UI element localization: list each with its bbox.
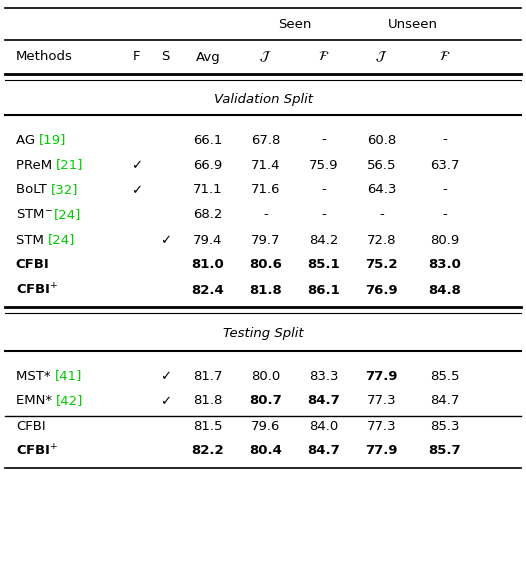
Text: -: - xyxy=(379,208,384,221)
Text: 60.8: 60.8 xyxy=(367,134,396,147)
Text: 85.7: 85.7 xyxy=(428,444,461,457)
Text: 84.7: 84.7 xyxy=(430,395,459,408)
Text: 84.2: 84.2 xyxy=(309,234,338,247)
Text: AG: AG xyxy=(16,134,39,147)
Text: 71.4: 71.4 xyxy=(251,158,280,171)
Text: 75.2: 75.2 xyxy=(365,259,398,272)
Text: EMN*: EMN* xyxy=(16,395,56,408)
Text: 81.0: 81.0 xyxy=(191,259,224,272)
Text: 75.9: 75.9 xyxy=(309,158,338,171)
Text: -: - xyxy=(442,208,447,221)
Text: 77.3: 77.3 xyxy=(367,419,396,432)
Text: 66.1: 66.1 xyxy=(193,134,222,147)
Text: $\checkmark$: $\checkmark$ xyxy=(160,395,171,408)
Text: STM$^{-}$: STM$^{-}$ xyxy=(16,208,54,221)
Text: 81.5: 81.5 xyxy=(193,419,222,432)
Text: [32]: [32] xyxy=(51,183,78,196)
Text: F: F xyxy=(133,50,140,63)
Text: Seen: Seen xyxy=(278,19,311,32)
Text: 80.4: 80.4 xyxy=(249,444,282,457)
Text: $\mathcal{J}$: $\mathcal{J}$ xyxy=(375,50,388,64)
Text: $\mathcal{F}$: $\mathcal{F}$ xyxy=(439,50,450,63)
Text: 79.6: 79.6 xyxy=(251,419,280,432)
Text: 80.7: 80.7 xyxy=(249,395,282,408)
Text: Unseen: Unseen xyxy=(388,19,438,32)
Text: Testing Split: Testing Split xyxy=(222,327,304,340)
Text: [24]: [24] xyxy=(54,208,82,221)
Text: CFBI$^{+}$: CFBI$^{+}$ xyxy=(16,443,58,458)
Text: 83.3: 83.3 xyxy=(309,370,338,383)
Text: MST*: MST* xyxy=(16,370,55,383)
Text: -: - xyxy=(321,134,326,147)
Text: 84.8: 84.8 xyxy=(428,284,461,297)
Text: 77.3: 77.3 xyxy=(367,395,396,408)
Text: 79.7: 79.7 xyxy=(251,234,280,247)
Text: -: - xyxy=(442,134,447,147)
Text: $\mathcal{F}$: $\mathcal{F}$ xyxy=(318,50,329,63)
Text: 84.0: 84.0 xyxy=(309,419,338,432)
Text: 84.7: 84.7 xyxy=(307,395,340,408)
Text: 67.8: 67.8 xyxy=(251,134,280,147)
Text: CFBI: CFBI xyxy=(16,419,45,432)
Text: [41]: [41] xyxy=(55,370,82,383)
Text: 80.6: 80.6 xyxy=(249,259,282,272)
Text: 77.9: 77.9 xyxy=(365,370,398,383)
Text: [19]: [19] xyxy=(39,134,66,147)
Text: 81.8: 81.8 xyxy=(249,284,282,297)
Text: $\checkmark$: $\checkmark$ xyxy=(132,158,142,171)
Text: 56.5: 56.5 xyxy=(367,158,396,171)
Text: STM: STM xyxy=(16,234,48,247)
Text: 85.3: 85.3 xyxy=(430,419,459,432)
Text: -: - xyxy=(442,183,447,196)
Text: $\checkmark$: $\checkmark$ xyxy=(160,370,171,383)
Text: Validation Split: Validation Split xyxy=(214,93,312,106)
Text: -: - xyxy=(321,183,326,196)
Text: 79.4: 79.4 xyxy=(193,234,222,247)
Text: 81.8: 81.8 xyxy=(193,395,222,408)
Text: PReM: PReM xyxy=(16,158,56,171)
Text: 86.1: 86.1 xyxy=(307,284,340,297)
Text: 63.7: 63.7 xyxy=(430,158,459,171)
Text: BoLT: BoLT xyxy=(16,183,51,196)
Text: 71.1: 71.1 xyxy=(193,183,222,196)
Text: 85.5: 85.5 xyxy=(430,370,459,383)
Text: $\checkmark$: $\checkmark$ xyxy=(160,234,171,247)
Text: 82.4: 82.4 xyxy=(191,284,224,297)
Text: S: S xyxy=(161,50,170,63)
Text: [24]: [24] xyxy=(48,234,75,247)
Text: 77.9: 77.9 xyxy=(365,444,398,457)
Text: Avg: Avg xyxy=(195,50,220,63)
Text: 82.2: 82.2 xyxy=(191,444,224,457)
Text: $\mathcal{J}$: $\mathcal{J}$ xyxy=(259,50,272,64)
Text: 80.9: 80.9 xyxy=(430,234,459,247)
Text: $\checkmark$: $\checkmark$ xyxy=(132,183,142,196)
Text: 80.0: 80.0 xyxy=(251,370,280,383)
Text: 76.9: 76.9 xyxy=(365,284,398,297)
Text: 84.7: 84.7 xyxy=(307,444,340,457)
Text: CFBI$^{+}$: CFBI$^{+}$ xyxy=(16,282,58,298)
Text: 81.7: 81.7 xyxy=(193,370,222,383)
Text: 64.3: 64.3 xyxy=(367,183,396,196)
Text: Methods: Methods xyxy=(16,50,73,63)
Text: [42]: [42] xyxy=(56,395,84,408)
Text: 72.8: 72.8 xyxy=(367,234,396,247)
Text: 66.9: 66.9 xyxy=(193,158,222,171)
Text: -: - xyxy=(263,208,268,221)
Text: 83.0: 83.0 xyxy=(428,259,461,272)
Text: [21]: [21] xyxy=(56,158,84,171)
Text: 68.2: 68.2 xyxy=(193,208,222,221)
Text: -: - xyxy=(321,208,326,221)
Text: CFBI: CFBI xyxy=(16,259,49,272)
Text: 85.1: 85.1 xyxy=(307,259,340,272)
Text: 71.6: 71.6 xyxy=(251,183,280,196)
